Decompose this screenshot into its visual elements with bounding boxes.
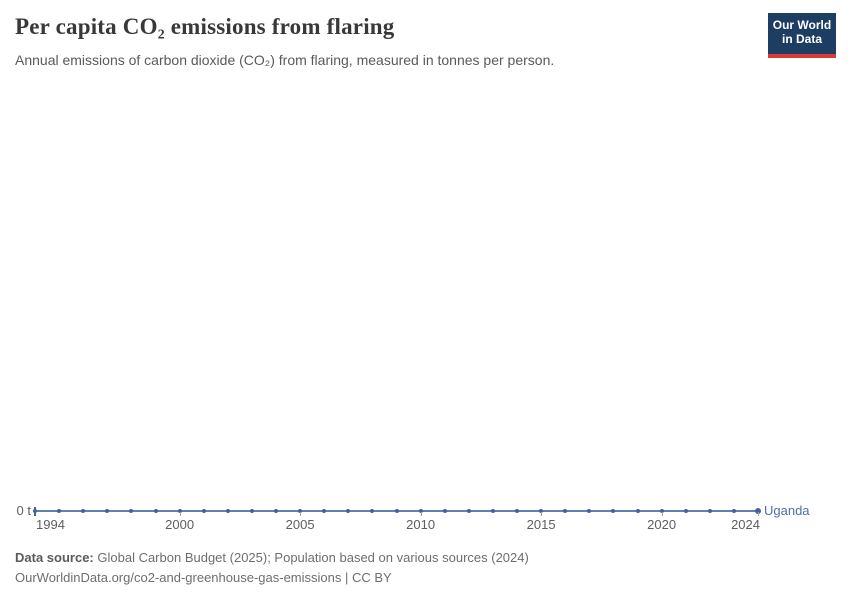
data-point[interactable]	[322, 509, 327, 513]
x-axis-tick-label: 2015	[526, 517, 556, 532]
data-point[interactable]	[466, 509, 471, 513]
citation-line[interactable]: OurWorldinData.org/co2-and-greenhouse-ga…	[15, 570, 392, 585]
data-point[interactable]	[249, 509, 254, 513]
page-title: Per capita CO₂ emissions from flaring	[15, 14, 395, 39]
owid-logo-line2: in Data	[781, 32, 822, 46]
x-axis-tick	[420, 512, 422, 516]
data-point[interactable]	[298, 509, 303, 513]
x-axis-tick-label: 2020	[647, 517, 677, 532]
data-point[interactable]	[370, 509, 375, 513]
data-point[interactable]	[177, 509, 182, 513]
data-point[interactable]	[490, 509, 495, 513]
x-axis-tick-label: 2005	[285, 517, 315, 532]
data-point[interactable]	[611, 509, 616, 513]
chart-footer: Data source: Global Carbon Budget (2025)…	[15, 548, 529, 588]
data-source-line: Data source: Global Carbon Budget (2025)…	[15, 548, 529, 568]
data-point[interactable]	[346, 509, 351, 513]
data-point[interactable]	[683, 509, 688, 513]
x-axis-tick-label: 2010	[406, 517, 436, 532]
data-point[interactable]	[418, 509, 423, 513]
data-point[interactable]	[105, 509, 110, 513]
data-point[interactable]	[81, 509, 86, 513]
data-point[interactable]	[755, 508, 761, 514]
data-point[interactable]	[587, 509, 592, 513]
series-entity-label[interactable]: Uganda	[764, 503, 810, 518]
data-source-text: Global Carbon Budget (2025); Population …	[97, 550, 529, 565]
data-point[interactable]	[394, 509, 399, 513]
data-point[interactable]	[153, 509, 158, 513]
data-point[interactable]	[515, 509, 519, 513]
x-axis-tick-label: 1994	[36, 517, 65, 532]
owid-logo-line1: Our World	[772, 18, 832, 32]
x-axis-tick	[179, 512, 181, 516]
chart-subtitle: Annual emissions of carbon dioxide (CO₂)…	[15, 52, 555, 68]
y-axis-zero-label: 0 t	[16, 503, 31, 518]
data-point[interactable]	[563, 509, 568, 513]
x-axis-tick	[758, 512, 759, 516]
data-point[interactable]	[731, 509, 736, 513]
data-point[interactable]	[707, 509, 712, 513]
x-axis-tick-label: 2000	[165, 517, 195, 532]
data-point[interactable]	[201, 509, 206, 513]
x-axis-tick	[661, 512, 663, 516]
data-source-label: Data source:	[15, 550, 94, 565]
data-point[interactable]	[225, 509, 230, 513]
data-point[interactable]	[539, 509, 544, 513]
x-axis-tick	[541, 512, 543, 516]
data-point[interactable]	[57, 509, 62, 513]
data-point[interactable]	[635, 509, 640, 513]
x-axis-tick-label: 2024	[731, 517, 760, 532]
data-point[interactable]	[442, 509, 447, 513]
data-point[interactable]	[33, 509, 37, 513]
owid-logo[interactable]: Our World in Data	[768, 13, 836, 58]
data-point[interactable]	[129, 509, 134, 513]
x-axis-tick	[300, 512, 302, 516]
data-point[interactable]	[274, 509, 278, 513]
data-point[interactable]	[659, 509, 664, 513]
